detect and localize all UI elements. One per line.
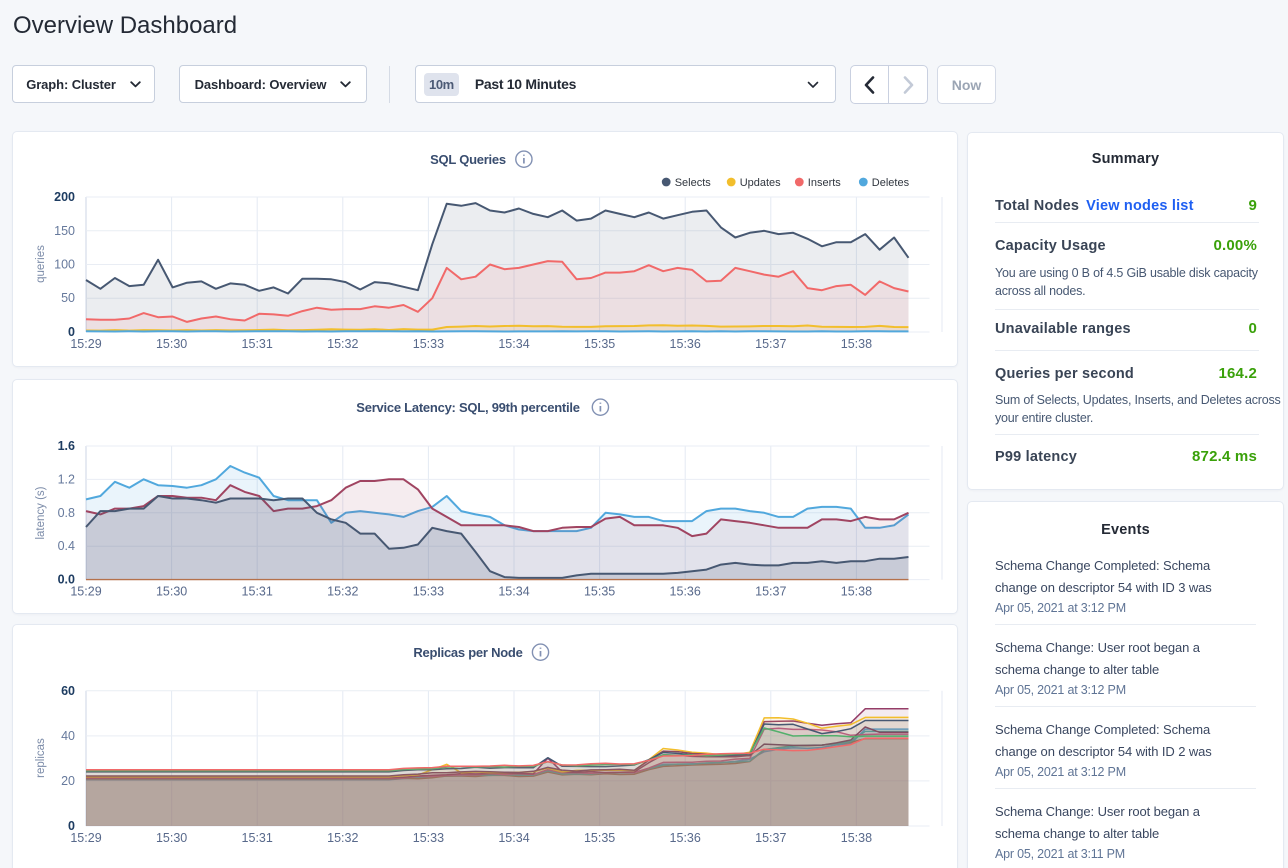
svg-text:15:31: 15:31 [242, 337, 273, 351]
svg-text:15:37: 15:37 [755, 831, 786, 845]
svg-text:Replicas per Node: Replicas per Node [413, 645, 522, 660]
svg-text:15:36: 15:36 [670, 337, 701, 351]
svg-text:Updates: Updates [740, 177, 781, 189]
svg-text:15:33: 15:33 [413, 337, 444, 351]
svg-text:Selects: Selects [675, 177, 712, 189]
svg-text:40: 40 [61, 729, 75, 743]
svg-text:15:32: 15:32 [327, 585, 358, 599]
svg-text:15:35: 15:35 [584, 337, 615, 351]
svg-text:15:37: 15:37 [755, 337, 786, 351]
svg-text:100: 100 [54, 258, 75, 272]
svg-text:0.4: 0.4 [58, 539, 75, 553]
svg-text:latency (s): latency (s) [35, 486, 47, 539]
svg-text:20: 20 [61, 774, 75, 788]
svg-text:0: 0 [68, 819, 75, 833]
svg-text:15:30: 15:30 [156, 337, 187, 351]
svg-text:15:31: 15:31 [242, 831, 273, 845]
svg-text:15:30: 15:30 [156, 585, 187, 599]
svg-text:15:34: 15:34 [498, 337, 529, 351]
svg-text:15:32: 15:32 [327, 337, 358, 351]
svg-text:15:29: 15:29 [70, 831, 101, 845]
svg-text:1.2: 1.2 [58, 472, 75, 486]
svg-text:SQL Queries: SQL Queries [430, 152, 506, 167]
svg-text:15:38: 15:38 [841, 585, 872, 599]
svg-text:50: 50 [61, 291, 75, 305]
svg-text:15:31: 15:31 [242, 585, 273, 599]
svg-text:60: 60 [61, 684, 75, 698]
svg-text:replicas: replicas [35, 738, 47, 778]
svg-text:15:38: 15:38 [841, 831, 872, 845]
svg-text:15:35: 15:35 [584, 831, 615, 845]
svg-text:15:36: 15:36 [670, 831, 701, 845]
svg-text:15:33: 15:33 [413, 585, 444, 599]
svg-text:15:32: 15:32 [327, 831, 358, 845]
svg-text:queries: queries [35, 245, 47, 283]
svg-text:Inserts: Inserts [808, 177, 842, 189]
svg-text:15:34: 15:34 [498, 831, 529, 845]
svg-text:15:30: 15:30 [156, 831, 187, 845]
svg-text:150: 150 [54, 224, 75, 238]
svg-text:15:34: 15:34 [498, 585, 529, 599]
svg-text:0.8: 0.8 [58, 506, 75, 520]
svg-text:1.6: 1.6 [58, 439, 75, 453]
svg-text:15:37: 15:37 [755, 585, 786, 599]
svg-text:Deletes: Deletes [872, 177, 910, 189]
svg-text:15:29: 15:29 [70, 585, 101, 599]
svg-text:0: 0 [68, 325, 75, 339]
svg-text:0.0: 0.0 [58, 573, 75, 587]
svg-text:15:38: 15:38 [841, 337, 872, 351]
svg-text:15:36: 15:36 [670, 585, 701, 599]
svg-text:15:35: 15:35 [584, 585, 615, 599]
svg-text:15:33: 15:33 [413, 831, 444, 845]
svg-text:200: 200 [54, 190, 75, 204]
svg-text:Service Latency: SQL, 99th per: Service Latency: SQL, 99th percentile [356, 400, 579, 415]
svg-text:15:29: 15:29 [70, 337, 101, 351]
